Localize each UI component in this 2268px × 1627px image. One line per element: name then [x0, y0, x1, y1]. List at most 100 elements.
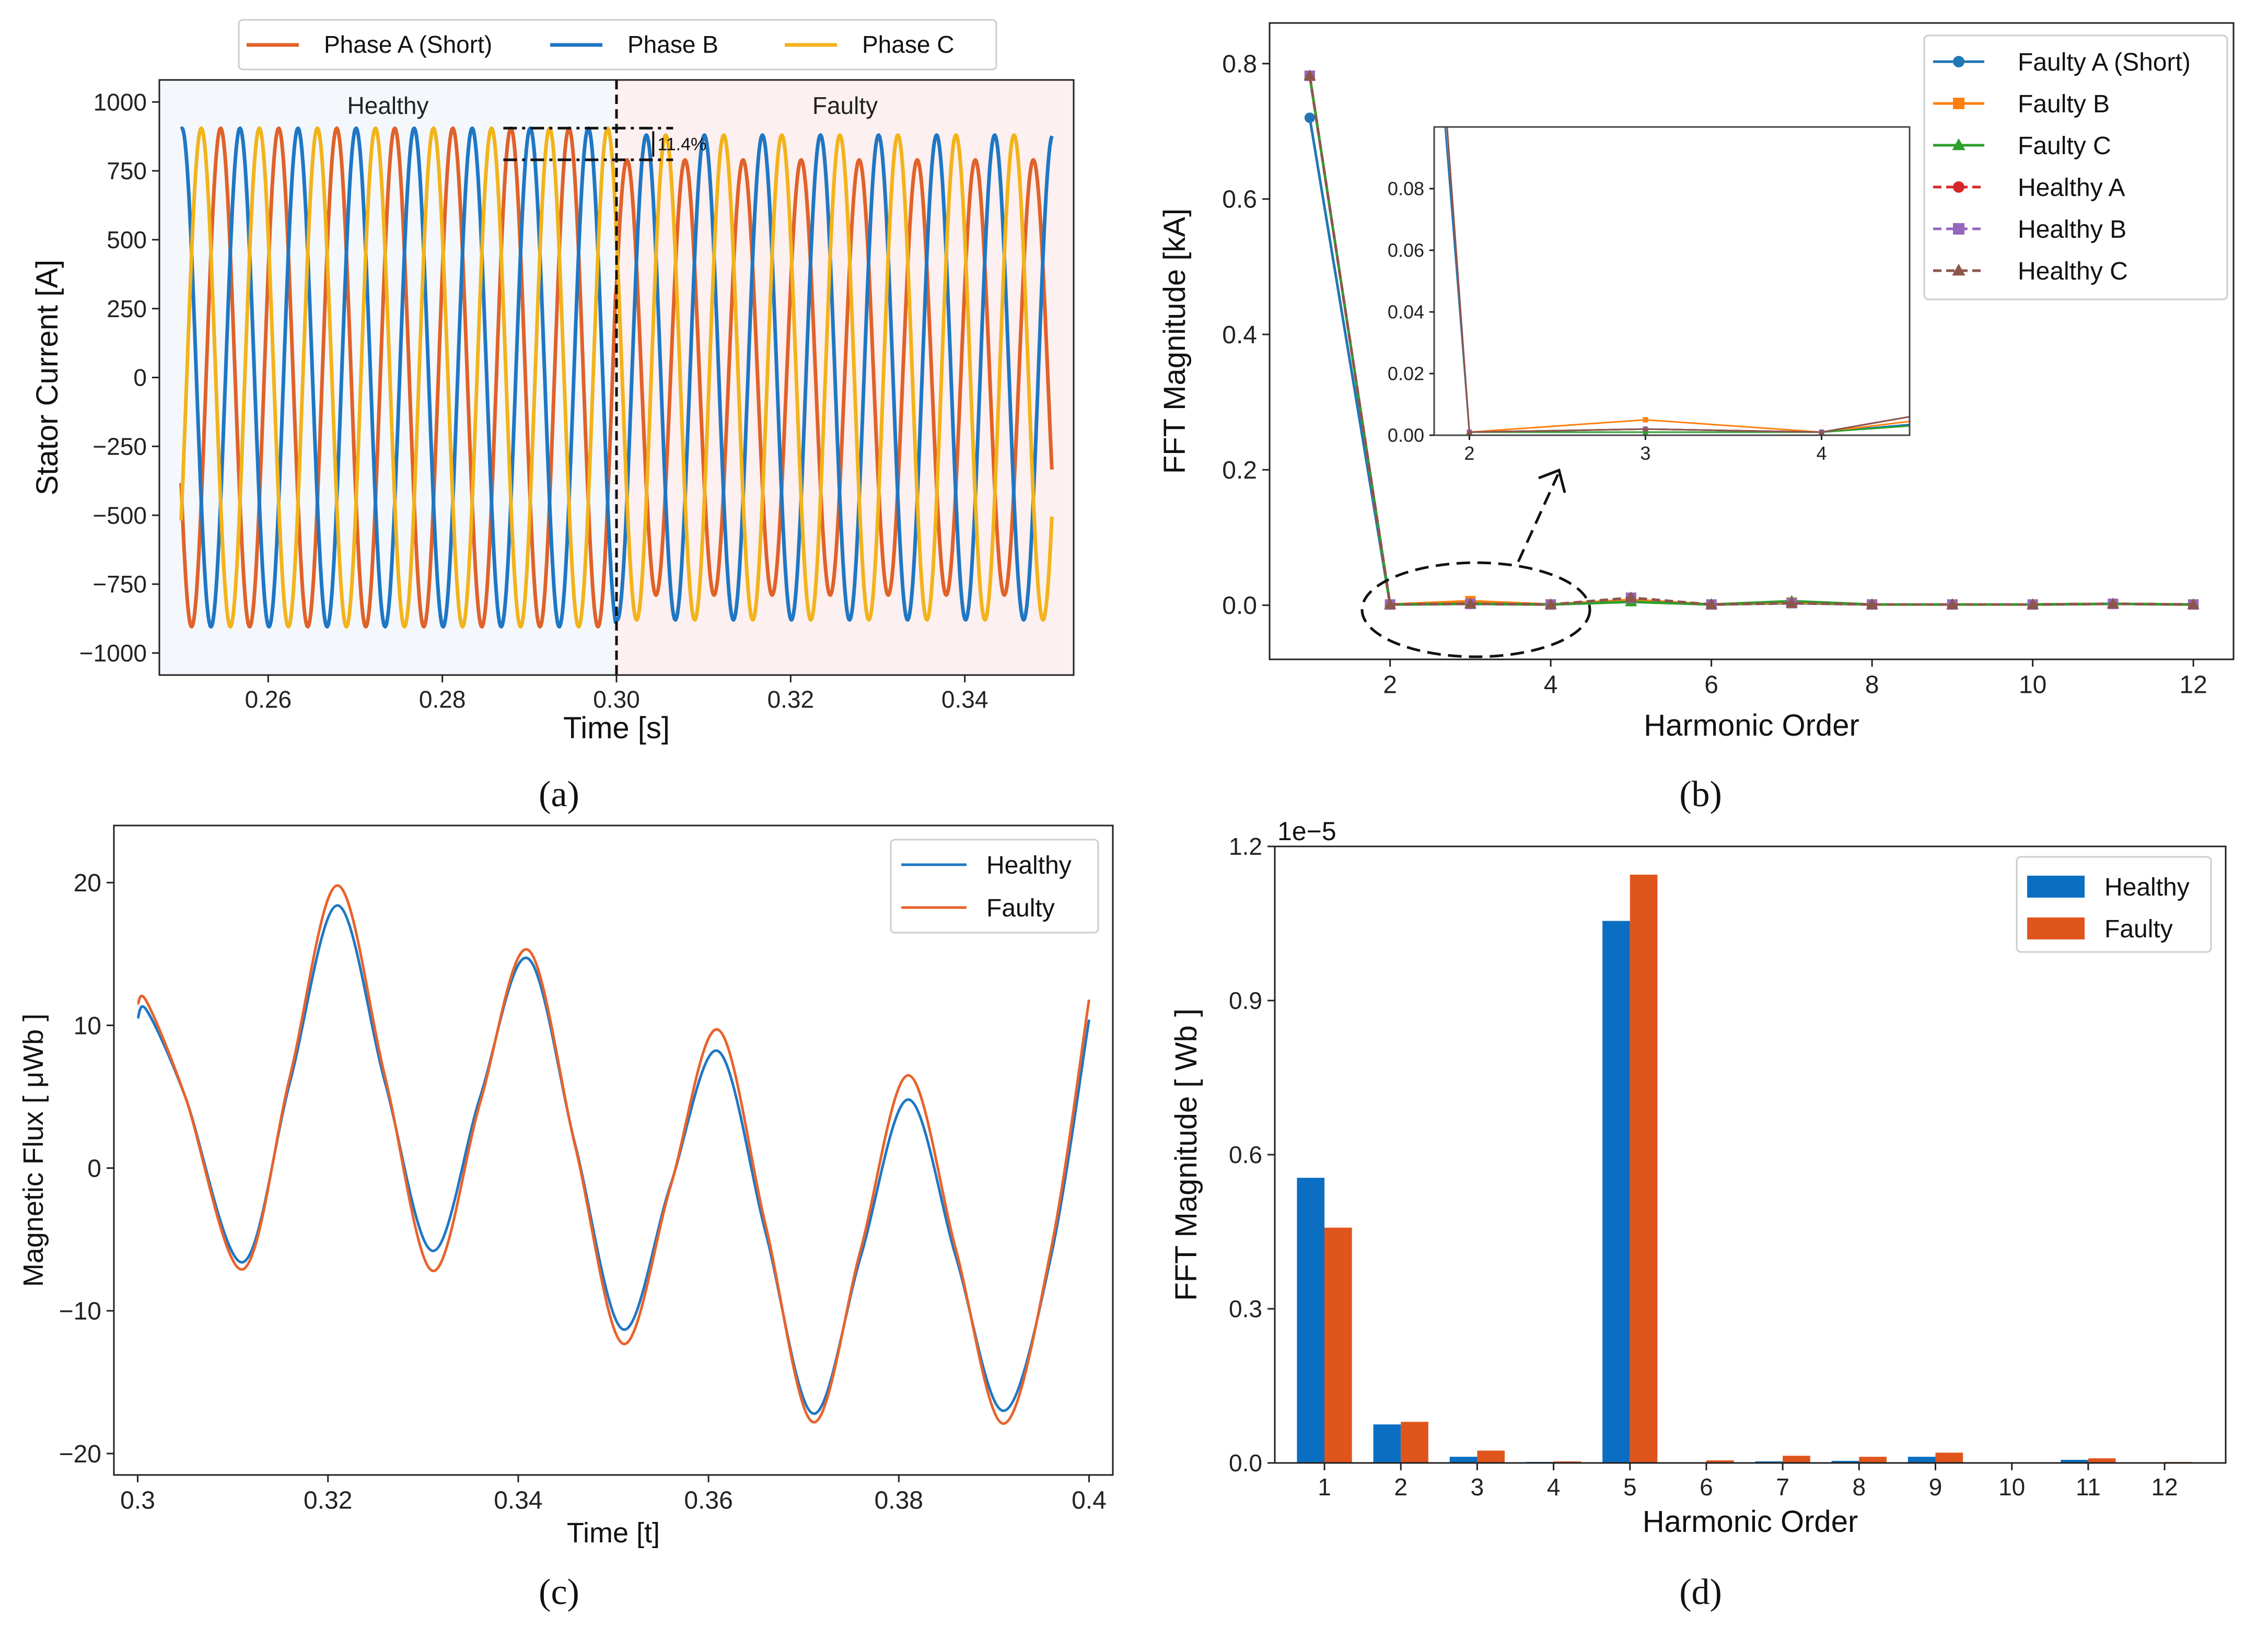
- panel-b-x-tick-label: 4: [1544, 671, 1558, 699]
- inset-x-tick-label: 4: [1816, 443, 1827, 464]
- inset-x-ticks: 2 3 4: [1464, 435, 1827, 464]
- legend-marker: [1952, 263, 1965, 276]
- panel-b-x-tick-label: 6: [1704, 671, 1718, 699]
- data-point: [2107, 597, 2119, 609]
- bar-faulty: [1401, 1422, 1428, 1463]
- bar-faulty: [1630, 875, 1658, 1463]
- panel-d-y-tick-label: 1.2: [1229, 833, 1262, 860]
- panel-d-x-tick-label: 1: [1318, 1473, 1331, 1501]
- annotation-label: 11.4%: [657, 135, 706, 155]
- panel-d-y-label: FFT Magnitude [ Wb ]: [1169, 1008, 1203, 1301]
- bar-faulty: [1783, 1456, 1810, 1463]
- inset-series: [1444, 127, 1910, 435]
- legend-marker: [1953, 223, 1964, 235]
- panel-c-series: [136, 884, 1090, 1425]
- panel-b-y-label: FFT Magnitude [kA]: [1158, 208, 1192, 474]
- panel-d-x-tick-label: 4: [1547, 1473, 1561, 1501]
- panel-a-y-tick-label: −500: [92, 502, 147, 529]
- legend-label: Faulty A (Short): [2018, 49, 2191, 76]
- panel-b-series: [1304, 69, 2200, 610]
- panel-a-x-tick-label: 0.28: [419, 685, 466, 713]
- panel-d-y-tick-label: 0.9: [1229, 987, 1262, 1014]
- panel-c-x-tick-label: 0.34: [494, 1486, 542, 1514]
- panel-d-x-tick-label: 7: [1776, 1473, 1789, 1501]
- panel-c-y-tick-label: −10: [59, 1298, 101, 1326]
- zoom-arrow: [1517, 473, 1560, 563]
- inset-y-tick-label: 0.08: [1388, 178, 1424, 200]
- healthy-region-label: Healthy: [347, 92, 429, 119]
- data-point: [1464, 597, 1476, 609]
- panel-d-x-tick-label: 11: [2076, 1473, 2101, 1501]
- panel-b: 2 4 6 8 10 12 0.00.20.40.60.8 Harmonic Order …: [1158, 22, 2235, 815]
- series-line: [1308, 75, 2194, 606]
- flux-line-faulty: [136, 884, 1090, 1425]
- panel-b-x-label: Harmonic Order: [1644, 708, 1859, 742]
- data-point: [1384, 598, 1397, 609]
- panel-a-y-label: Stator Current [A]: [30, 260, 64, 495]
- panel-d-x-tick-label: 2: [1394, 1473, 1408, 1501]
- panel-a-y-tick-label: 0: [133, 364, 147, 391]
- panel-c-x-tick-label: 0.32: [304, 1486, 352, 1514]
- legend-label: Phase A (Short): [324, 31, 492, 58]
- bar-faulty: [1324, 1227, 1352, 1463]
- legend-label: Healthy: [986, 852, 1072, 879]
- legend-label: Faulty C: [2018, 132, 2111, 160]
- bar-faulty: [1935, 1452, 1963, 1463]
- panel-a-x-label: Time [s]: [563, 711, 670, 745]
- panel-d-x-tick-label: 5: [1623, 1473, 1637, 1501]
- panel-d-y-tick-label: 0.0: [1229, 1449, 1262, 1477]
- panel-a-legend: Phase A (Short) Phase B Phase C: [238, 19, 997, 71]
- legend-marker: [1953, 181, 1964, 193]
- panel-b-legend: Faulty A (Short) Faulty B Faulty C Healthy …: [1923, 34, 2228, 300]
- waveform-phase-b: [180, 126, 1054, 629]
- panel-a-y-tick-label: −250: [92, 433, 147, 460]
- faulty-region-label: Faulty: [812, 92, 878, 119]
- panel-c-caption: (c): [539, 1572, 579, 1612]
- legend-label: Faulty: [986, 894, 1055, 922]
- inset-data-point: [1642, 426, 1649, 432]
- inset-data-point: [1643, 417, 1648, 423]
- panel-b-x-tick-label: 10: [2019, 671, 2046, 699]
- panel-b-y-tick-label: 0.8: [1222, 51, 1257, 78]
- panel-b-y-tick-label: 0.4: [1222, 321, 1257, 349]
- data-point: [1625, 591, 1637, 602]
- panel-a-y-tick-label: 250: [107, 295, 147, 322]
- legend-swatch: [2027, 876, 2085, 898]
- legend-label: Faulty: [2104, 915, 2173, 943]
- panel-d-scale-label: 1e−5: [1277, 817, 1336, 846]
- bar-healthy: [2061, 1460, 2088, 1463]
- panel-a-x-tick-label: 0.30: [593, 685, 640, 713]
- panel-b-y-tick-label: 0.2: [1222, 457, 1257, 484]
- panel-c-x-tick-label: 0.38: [875, 1486, 923, 1514]
- panel-b-x-tick-label: 8: [1865, 671, 1879, 699]
- panel-c-x-tick-label: 0.4: [1072, 1486, 1107, 1514]
- panel-b-y-ticks: 0.0 0.2 0.4 0.6 0.8: [1222, 51, 1270, 620]
- panel-d-x-label: Harmonic Order: [1643, 1505, 1858, 1539]
- flux-line-healthy: [136, 904, 1090, 1415]
- panel-c-y-tick-label: 20: [74, 869, 101, 897]
- panel-d: 1 2 3 4 5 6 7 8 9 10 11 12 0.00.30.60.91.2 1e−5 Har…: [1169, 817, 2227, 1612]
- panel-b-x-ticks: 2 4 6 8 10 12: [1383, 659, 2207, 699]
- panel-b-x-tick-label: 12: [2179, 671, 2207, 699]
- panel-c-axes-frame: [113, 824, 1114, 1476]
- panel-c-y-ticks: −20 −10 0 10 20: [59, 869, 114, 1468]
- inset-data-point: [1818, 429, 1825, 435]
- panel-a-y-tick-label: 750: [107, 157, 147, 184]
- panel-d-x-tick-label: 9: [1929, 1473, 1943, 1501]
- legend-label: Healthy: [2104, 874, 2190, 901]
- zoom-arrowhead: [1538, 468, 1566, 493]
- panel-d-x-tick-label: 3: [1471, 1473, 1484, 1501]
- panel-c-x-label: Time [t]: [567, 1517, 660, 1549]
- panel-b-y-tick-label: 0.6: [1222, 186, 1257, 214]
- panel-c-legend: Healthy Faulty: [890, 839, 1099, 934]
- amplitude-drop-annotation: 11.4%: [503, 126, 706, 161]
- panel-d-x-tick-label: 12: [2151, 1473, 2178, 1501]
- panel-c-y-tick-label: 0: [87, 1155, 101, 1182]
- data-point: [1785, 597, 1798, 608]
- legend-label: Phase B: [627, 31, 718, 58]
- data-point: [1304, 69, 1316, 80]
- inset-background: [1434, 127, 1910, 435]
- panel-b-y-tick-label: 0.0: [1222, 592, 1257, 620]
- panel-d-y-ticks: 0.0 0.3 0.6 0.9 1.2: [1229, 833, 1275, 1477]
